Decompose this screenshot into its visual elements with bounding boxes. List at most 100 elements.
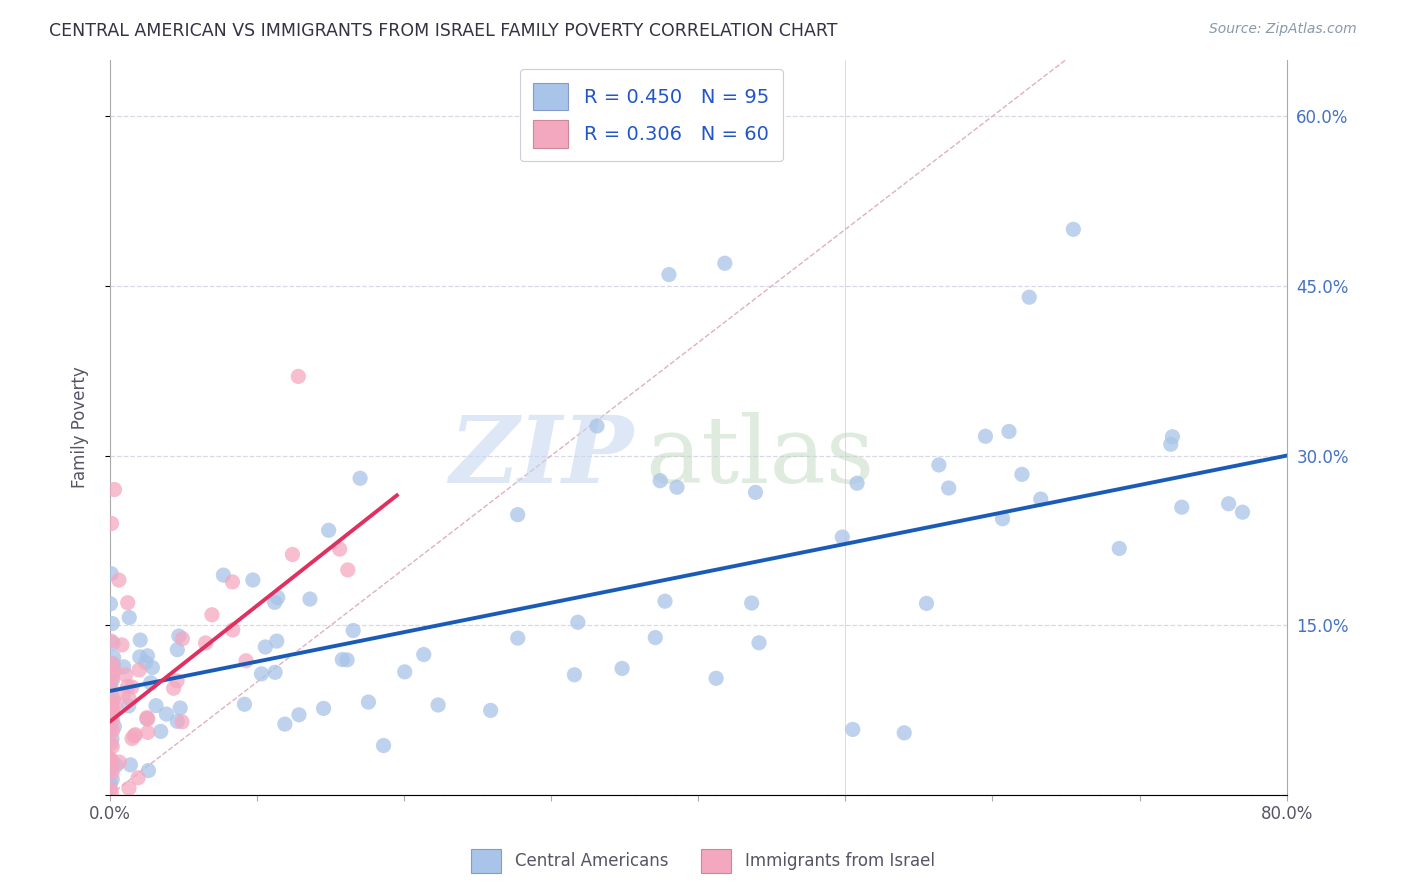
- Point: [412, 648, 434, 662]
- Point: [98, 715, 121, 730]
- Point: [135, 656, 157, 670]
- Point: [100, 755, 122, 769]
- Point: [103, 664, 125, 678]
- Point: [170, 714, 193, 729]
- Point: [103, 693, 125, 707]
- Point: [974, 429, 997, 443]
- Point: [136, 648, 159, 663]
- Point: [104, 698, 127, 713]
- Point: [704, 671, 727, 685]
- Point: [100, 696, 122, 710]
- Point: [567, 615, 589, 630]
- Point: [744, 485, 766, 500]
- Point: [222, 623, 245, 637]
- Point: [100, 699, 122, 714]
- Point: [101, 673, 124, 688]
- Point: [100, 786, 122, 800]
- Point: [318, 524, 340, 538]
- Point: [120, 757, 142, 772]
- Point: [167, 629, 190, 643]
- Point: [274, 717, 297, 731]
- Point: [101, 765, 124, 780]
- Point: [288, 707, 311, 722]
- Point: [98, 777, 121, 791]
- Point: [100, 516, 122, 531]
- Point: [254, 640, 277, 654]
- Point: [108, 573, 131, 587]
- Point: [118, 610, 141, 624]
- Point: [112, 660, 135, 674]
- Point: [101, 636, 124, 650]
- Point: [1171, 500, 1194, 515]
- Point: [1018, 290, 1040, 304]
- Point: [98, 751, 121, 765]
- Point: [250, 666, 273, 681]
- Point: [141, 660, 163, 674]
- Point: [122, 729, 145, 743]
- Point: [101, 671, 124, 685]
- Point: [665, 480, 688, 494]
- Point: [564, 667, 586, 681]
- Point: [136, 711, 159, 725]
- Text: ZIP: ZIP: [450, 412, 634, 502]
- Point: [266, 634, 288, 648]
- Point: [128, 663, 150, 677]
- Point: [312, 701, 335, 715]
- Point: [139, 675, 162, 690]
- Point: [330, 652, 353, 666]
- Point: [112, 686, 135, 700]
- Point: [103, 657, 125, 672]
- Text: Source: ZipAtlas.com: Source: ZipAtlas.com: [1209, 22, 1357, 37]
- Point: [586, 419, 609, 434]
- Text: atlas: atlas: [645, 412, 875, 502]
- Point: [235, 654, 257, 668]
- Point: [111, 638, 134, 652]
- Point: [194, 636, 217, 650]
- Point: [644, 631, 666, 645]
- Point: [103, 483, 125, 497]
- Point: [1161, 430, 1184, 444]
- Legend: R = 0.450   N = 95, R = 0.306   N = 60: R = 0.450 N = 95, R = 0.306 N = 60: [520, 70, 783, 161]
- Point: [1108, 541, 1130, 556]
- Point: [610, 661, 633, 675]
- Point: [100, 762, 122, 776]
- Point: [1011, 467, 1033, 482]
- Point: [101, 772, 124, 786]
- Point: [1062, 222, 1084, 236]
- Point: [98, 677, 121, 691]
- Point: [221, 574, 243, 589]
- Point: [748, 636, 770, 650]
- Point: [506, 508, 529, 522]
- Point: [101, 616, 124, 631]
- Point: [479, 703, 502, 717]
- Point: [373, 739, 395, 753]
- Point: [1218, 497, 1240, 511]
- Point: [714, 256, 737, 270]
- Point: [101, 657, 124, 671]
- Point: [264, 665, 287, 680]
- Point: [394, 665, 416, 679]
- Point: [118, 691, 141, 706]
- Point: [100, 723, 122, 737]
- Point: [842, 723, 865, 737]
- Point: [135, 712, 157, 726]
- Point: [108, 755, 131, 769]
- Point: [357, 695, 380, 709]
- Point: [650, 474, 672, 488]
- Point: [172, 632, 194, 646]
- Point: [166, 714, 188, 729]
- Point: [166, 673, 188, 688]
- Point: [201, 607, 224, 622]
- Y-axis label: Family Poverty: Family Poverty: [72, 367, 89, 488]
- Point: [831, 530, 853, 544]
- Point: [991, 512, 1014, 526]
- Point: [101, 702, 124, 716]
- Point: [287, 369, 309, 384]
- Point: [101, 723, 124, 738]
- Point: [101, 703, 124, 717]
- Point: [100, 718, 122, 732]
- Point: [117, 680, 139, 694]
- Point: [654, 594, 676, 608]
- Point: [658, 268, 681, 282]
- Point: [166, 642, 188, 657]
